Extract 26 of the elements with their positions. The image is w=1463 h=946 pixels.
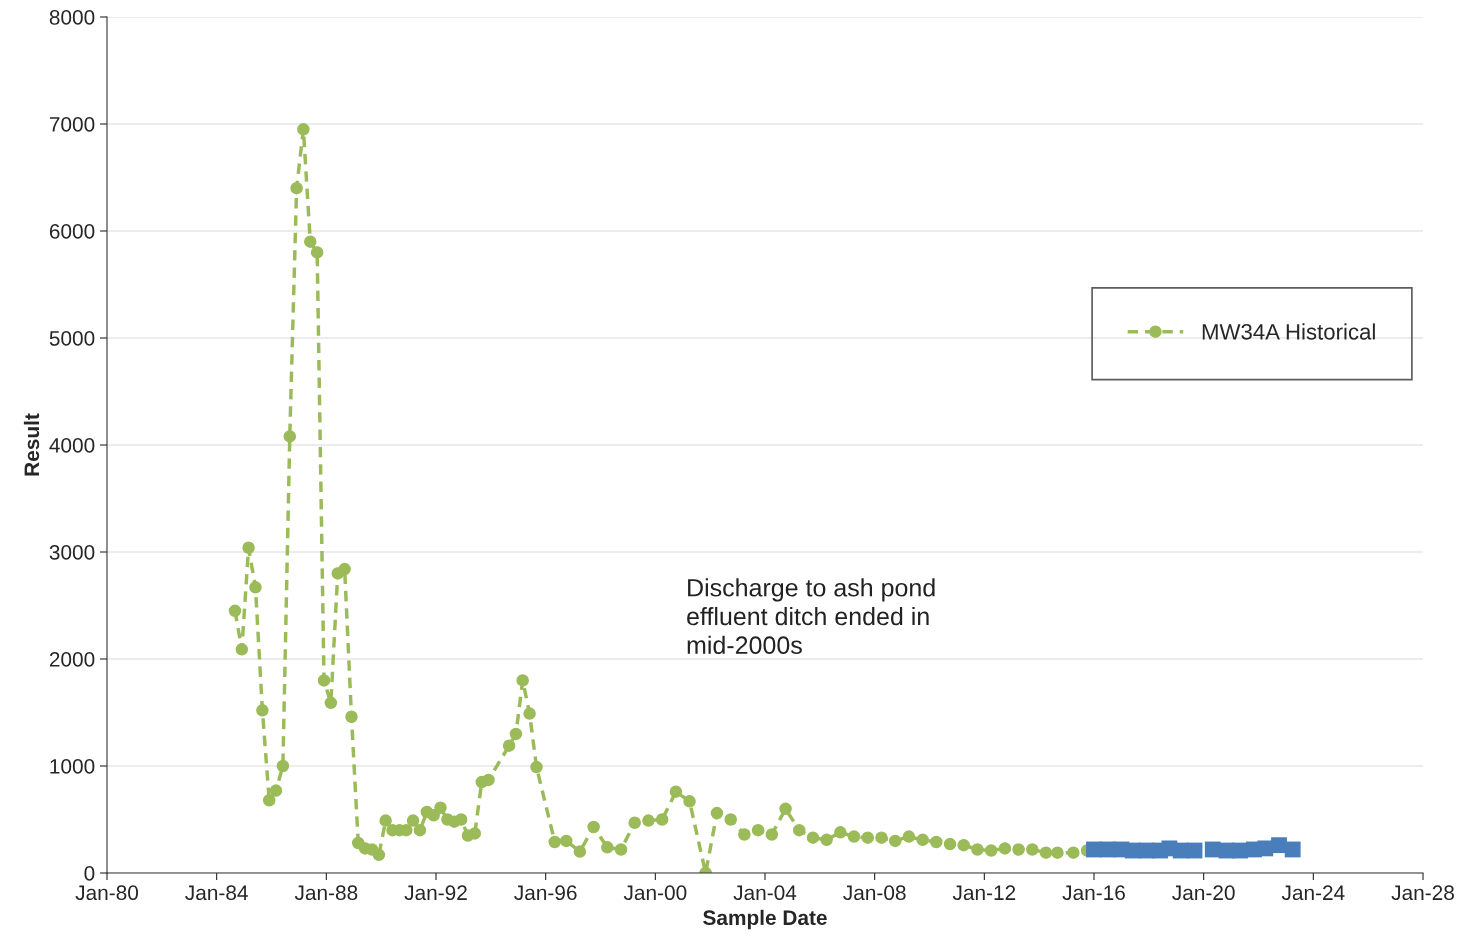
x-axis-title: Sample Date — [703, 909, 827, 930]
x-tick-label: Jan-12 — [952, 885, 1016, 901]
x-tick-label: Jan-96 — [514, 885, 577, 901]
x-tick-label: Jan-04 — [733, 885, 797, 901]
y-tick-label: 4000 — [49, 438, 95, 453]
legend-label: MW34A Historical — [1202, 323, 1375, 340]
y-tick-label: 0 — [84, 866, 95, 881]
x-tick-label: Jan-00 — [623, 885, 687, 901]
y-tick-label: 2000 — [49, 652, 95, 667]
x-tick-label: Jan-84 — [185, 885, 248, 901]
x-tick-label: Jan-08 — [843, 885, 906, 901]
y-tick-label: 3000 — [49, 545, 95, 560]
x-tick-label: Jan-16 — [1062, 885, 1125, 901]
y-axis-title: Result — [23, 413, 40, 476]
annotation: Discharge to ash pond effluent ditch ended in mid-2000s — [687, 578, 935, 655]
x-tick-label: Jan-28 — [1391, 885, 1454, 901]
x-tick-label: Jan-92 — [404, 885, 467, 901]
x-tick-label: Jan-80 — [75, 885, 139, 901]
x-tick-label: Jan-88 — [294, 885, 358, 901]
x-tick-label: Jan-24 — [1281, 885, 1345, 901]
y-tick-label: 8000 — [49, 10, 95, 25]
y-tick-label: 5000 — [49, 331, 95, 346]
y-tick-label: 6000 — [49, 224, 95, 239]
x-tick-label: Jan-20 — [1172, 885, 1235, 901]
y-tick-label: 7000 — [49, 117, 95, 132]
y-tick-label: 1000 — [50, 759, 95, 774]
